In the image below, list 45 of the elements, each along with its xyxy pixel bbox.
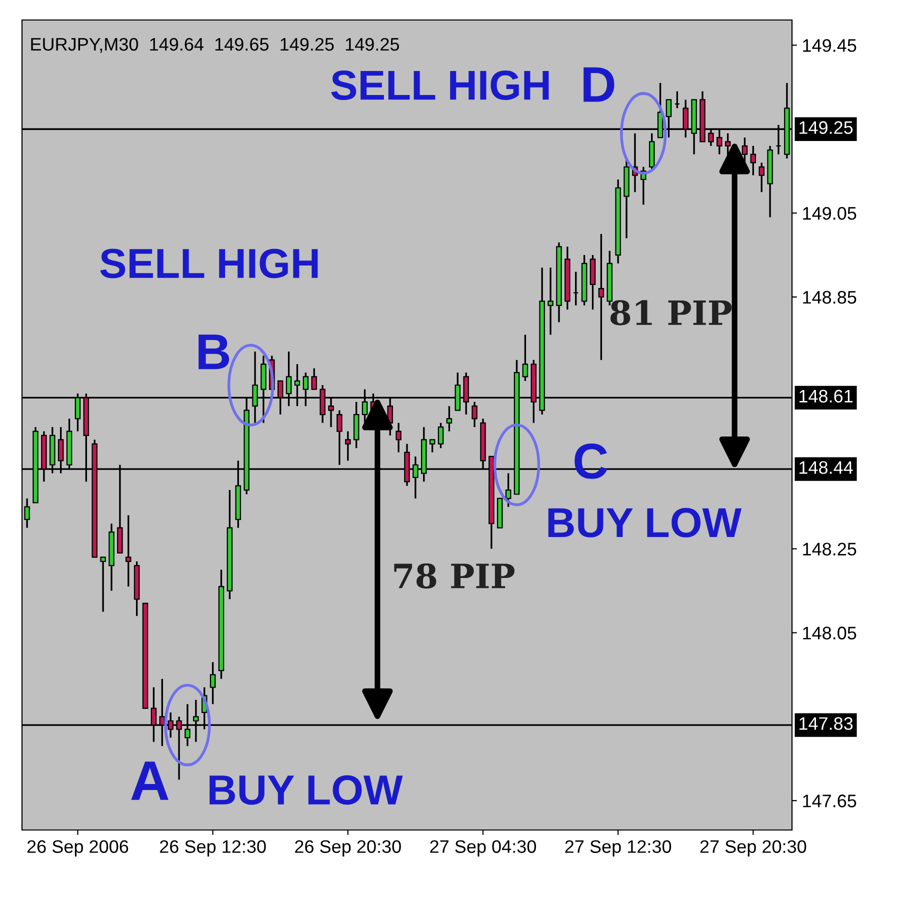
candlestick — [345, 430, 351, 462]
y-tick-label: 147.65 — [803, 794, 856, 808]
annotation: 78 PIP — [394, 563, 514, 589]
x-tick-label: 26 Sep 20:30 — [295, 840, 401, 857]
annotation: D — [584, 67, 614, 102]
y-tick-label: 149.05 — [803, 206, 856, 220]
annotation: BUY LOW — [548, 508, 742, 538]
candlestick — [505, 472, 512, 508]
candlestick — [210, 661, 216, 705]
candlestick — [126, 514, 132, 588]
annotation: BUY LOW — [210, 775, 403, 805]
y-tick-label: 148.25 — [803, 542, 856, 556]
text: EURJPY,M30 149.64 149.65 149.25 149.25 — [31, 38, 400, 53]
annotation: SELL HIGH — [100, 248, 318, 278]
y-tick-label: 148.05 — [803, 626, 856, 640]
candlestick — [572, 270, 579, 306]
candlestick — [522, 334, 528, 382]
x-tick-label: 27 Sep 04:30 — [430, 840, 536, 857]
candlestick — [548, 266, 554, 336]
annotation: B — [198, 334, 230, 370]
candlestick — [758, 162, 764, 193]
candlestick — [750, 145, 756, 176]
candlestick — [396, 422, 402, 454]
x-tick-label: 27 Sep 20:30 — [700, 840, 806, 857]
ref-line-label: 149.25 — [800, 121, 853, 134]
candlestick — [429, 438, 436, 454]
annotation: A — [131, 762, 168, 800]
x-tick-label: 27 Sep 12:30 — [565, 840, 672, 857]
candlestick — [336, 409, 342, 466]
candlestick — [438, 422, 444, 449]
ref-line-label: 147.83 — [800, 717, 853, 730]
x-tick-label: 26 Sep 2006 — [27, 840, 128, 857]
annotation: 81 PIP — [610, 300, 732, 326]
candlestick — [100, 556, 106, 613]
candlestick — [446, 405, 452, 432]
ref-line-label: 148.44 — [800, 461, 853, 474]
candlestick — [311, 368, 318, 390]
x-tick-label: 26 Sep 12:30 — [160, 840, 266, 857]
y-tick-label: 148.85 — [803, 290, 856, 304]
candlestick — [472, 401, 478, 428]
candlestick — [598, 233, 604, 361]
y-tick-label: 149.45 — [803, 39, 856, 52]
annotation: SELL HIGH — [331, 70, 549, 100]
ref-line-label: 148.61 — [800, 390, 853, 403]
candlestick — [674, 90, 680, 109]
